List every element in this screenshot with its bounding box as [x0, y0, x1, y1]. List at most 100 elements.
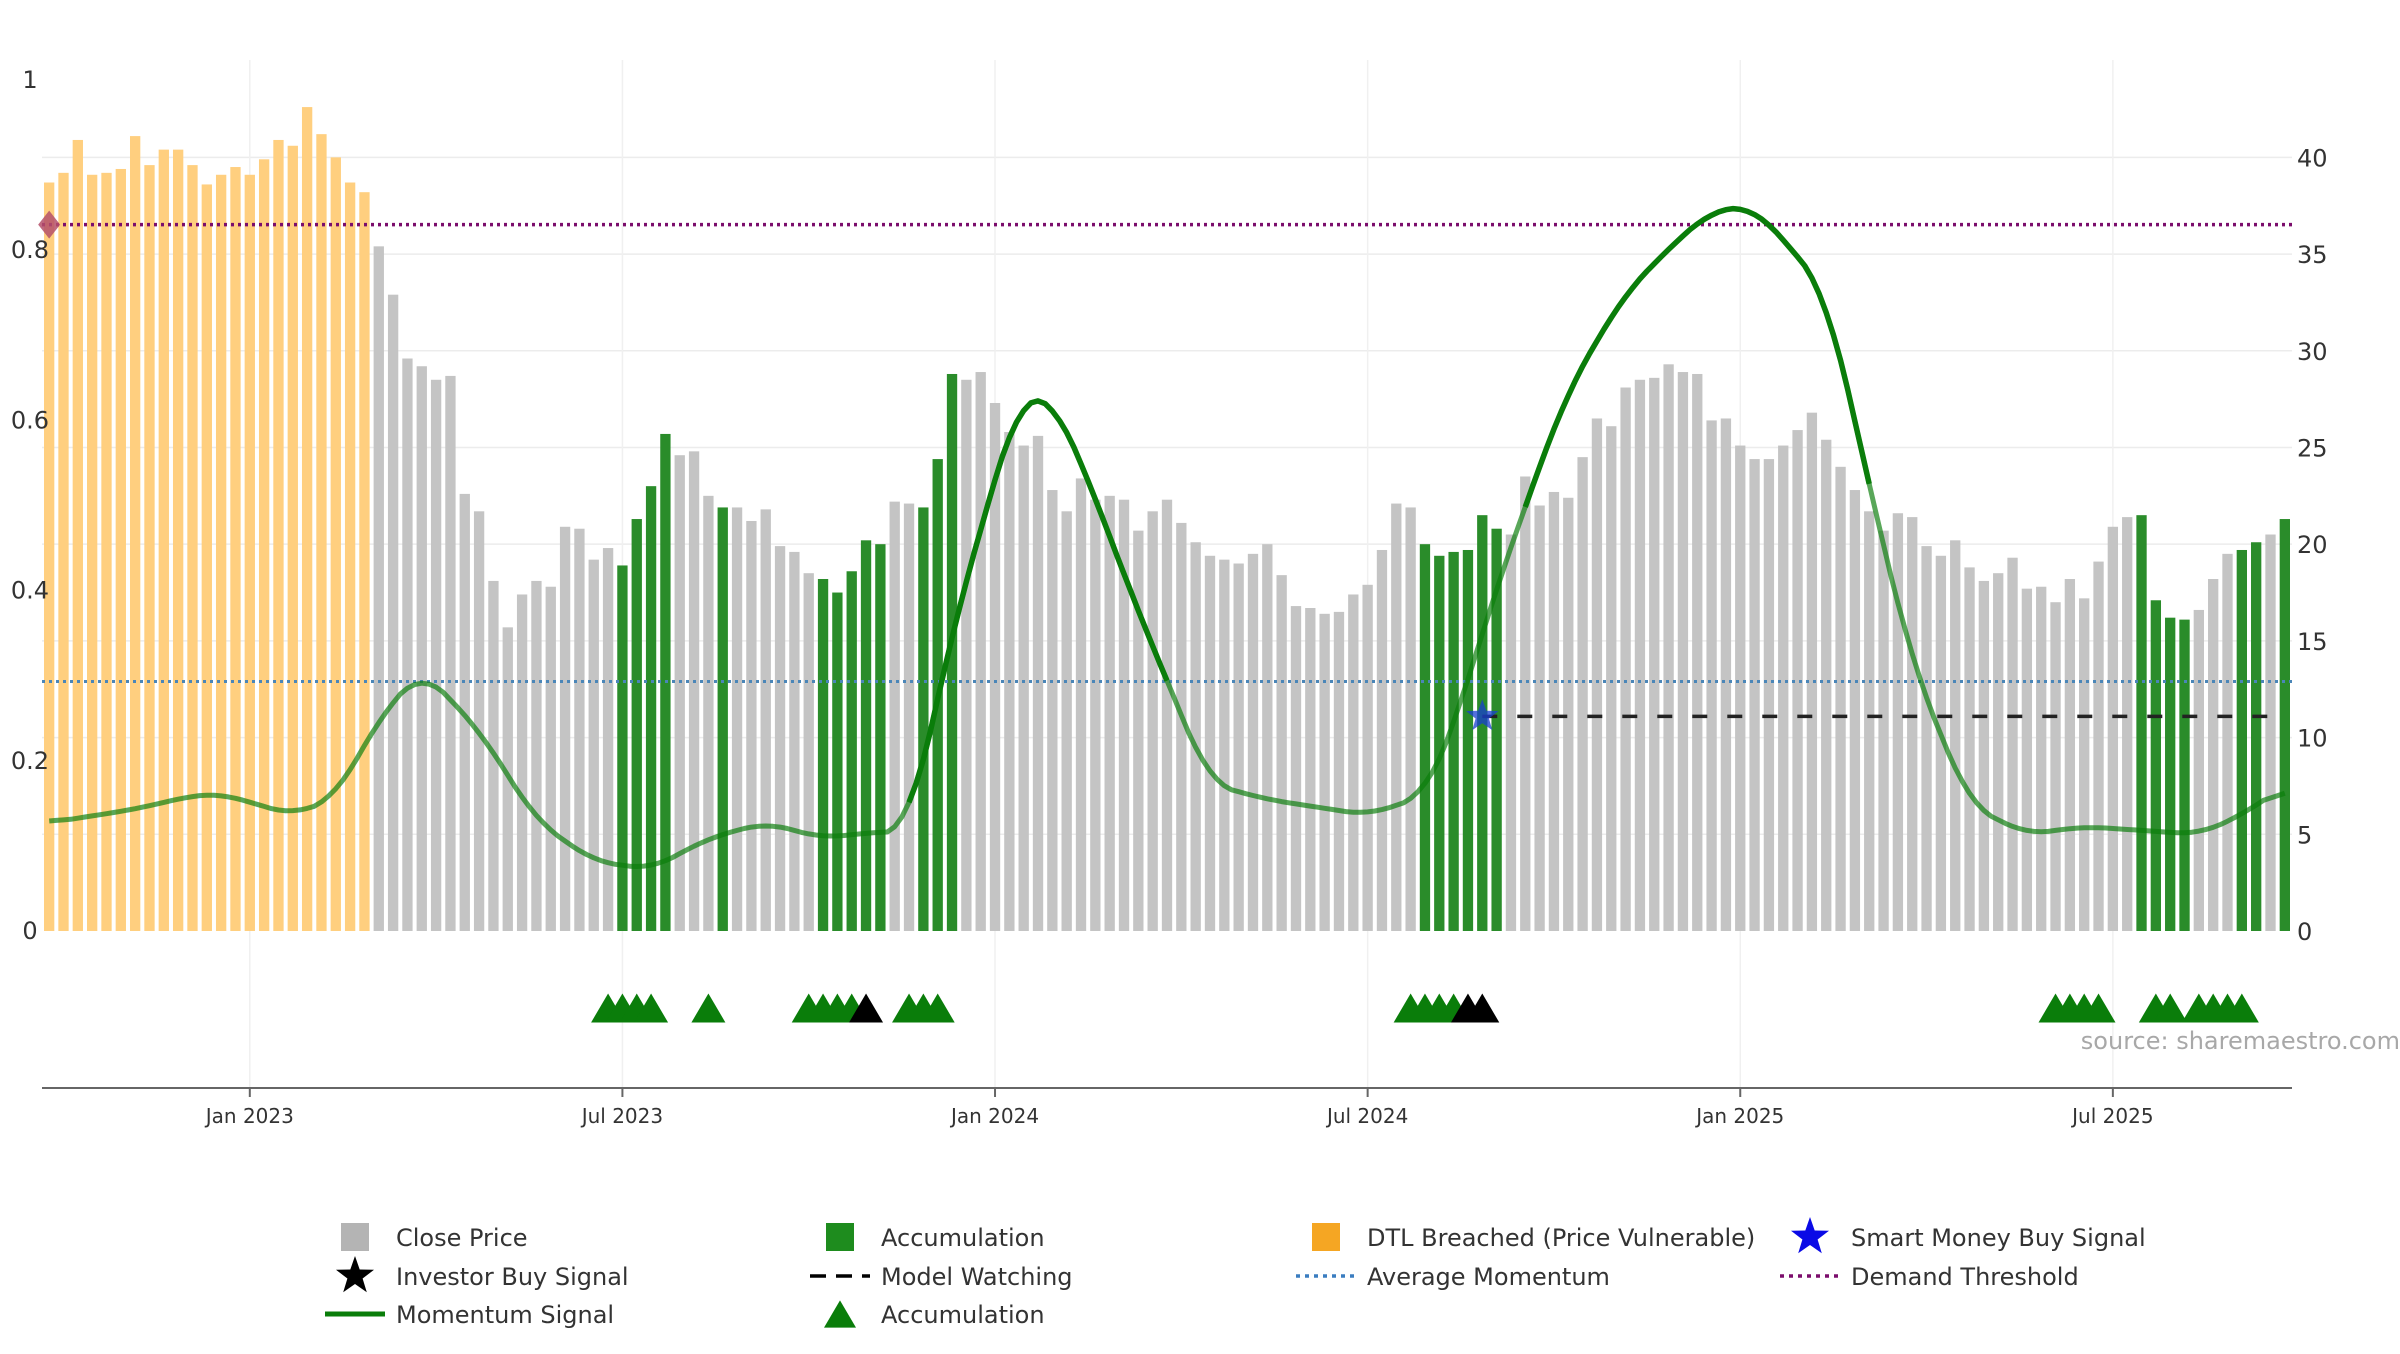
- bar-close-70: [1047, 490, 1058, 931]
- x-tick-label-3: Jul 2024: [1325, 1104, 1408, 1128]
- x-tick-label-0: Jan 2023: [204, 1104, 294, 1128]
- bar-close-131: [1921, 546, 1932, 931]
- bar-close-25: [402, 358, 413, 931]
- bar-close-123: [1806, 412, 1818, 931]
- legend-label-3: Smart Money Buy Signal: [1851, 1224, 2146, 1252]
- bar-close-105: [1548, 491, 1560, 931]
- bar-dtl-6: [129, 136, 141, 932]
- legend-triangle-9: [824, 1300, 856, 1328]
- bar-acc-57: [860, 540, 872, 931]
- bar-close-92: [1362, 584, 1373, 931]
- legend-swatch-2: [1312, 1223, 1340, 1251]
- bar-close-27: [430, 379, 442, 932]
- bar-close-24: [387, 294, 399, 931]
- legend-swatch-1: [826, 1223, 854, 1251]
- legend-label-6: Average Momentum: [1367, 1263, 1610, 1291]
- bar-dtl-18: [301, 107, 313, 931]
- legend-item-1: Accumulation: [826, 1223, 1045, 1252]
- right-tick-label-2: 10: [2297, 725, 2328, 753]
- bar-close-36: [559, 526, 571, 931]
- bar-close-120: [1763, 459, 1775, 931]
- bar-dtl-1: [58, 172, 69, 931]
- legend-item-7: Demand Threshold: [1780, 1263, 2079, 1291]
- bar-acc-149: [2179, 619, 2190, 931]
- accumulation-triangle-4: [691, 993, 726, 1023]
- bar-close-72: [1075, 478, 1087, 931]
- bar-close-139: [2036, 586, 2047, 931]
- bar-close-102: [1505, 534, 1517, 931]
- bar-close-108: [1591, 418, 1603, 931]
- bar-close-26: [416, 366, 427, 931]
- bar-close-85: [1262, 544, 1273, 931]
- bar-dtl-9: [172, 149, 184, 932]
- bar-close-141: [2064, 578, 2076, 931]
- price-bars: [44, 107, 2290, 932]
- bar-acc-147: [2150, 600, 2162, 931]
- bar-acc-54: [817, 578, 829, 931]
- bar-dtl-12: [215, 174, 227, 932]
- right-tick-label-3: 15: [2297, 628, 2328, 656]
- left-tick-label-4: 0.8: [11, 236, 49, 264]
- bar-close-84: [1247, 553, 1259, 931]
- legend-item-9: Accumulation: [824, 1300, 1045, 1329]
- bar-close-82: [1219, 559, 1230, 931]
- x-tick-label-2: Jan 2024: [949, 1104, 1039, 1128]
- bar-close-121: [1778, 445, 1789, 931]
- legend-swatch-0: [341, 1223, 369, 1251]
- bar-dtl-13: [230, 167, 241, 932]
- bar-acc-42: [645, 486, 657, 931]
- investor-buy-marker-2: [1465, 993, 1500, 1023]
- bar-acc-96: [1419, 544, 1431, 931]
- bar-acc-58: [875, 544, 886, 931]
- right-tick-label-4: 20: [2297, 531, 2328, 559]
- bar-close-114: [1677, 372, 1689, 931]
- bar-close-50: [760, 509, 771, 931]
- bar-acc-99: [1462, 549, 1474, 931]
- bar-close-69: [1032, 435, 1044, 931]
- bar-close-78: [1161, 499, 1173, 931]
- smart-money-buy-star-0: [1466, 699, 1499, 731]
- x-tick-label-4: Jan 2025: [1694, 1104, 1784, 1128]
- legend-item-8: Momentum Signal: [325, 1301, 614, 1329]
- bar-close-38: [588, 559, 599, 931]
- source-note: source: sharemaestro.com: [2081, 1027, 2400, 1055]
- bar-close-134: [1964, 567, 1975, 931]
- x-tick-label-1: Jul 2023: [580, 1104, 663, 1128]
- bar-close-138: [2021, 588, 2033, 931]
- bar-close-90: [1333, 611, 1345, 931]
- bar-acc-55: [832, 592, 843, 931]
- legend-item-0: Close Price: [341, 1223, 528, 1252]
- momentum-signal-emphasis-0: [906, 398, 1170, 804]
- bar-dtl-10: [187, 165, 198, 932]
- bar-close-115: [1692, 373, 1703, 931]
- bar-dtl-2: [72, 139, 83, 932]
- bar-acc-63: [946, 373, 958, 931]
- left-tick-label-3: 0.6: [11, 406, 49, 434]
- bar-close-77: [1147, 511, 1158, 931]
- legend-item-3: Smart Money Buy Signal: [1791, 1217, 2146, 1254]
- bar-close-30: [473, 511, 485, 931]
- bar-close-68: [1018, 445, 1029, 931]
- bar-close-48: [731, 507, 743, 931]
- legend-star-4: [336, 1256, 374, 1293]
- bar-close-74: [1104, 495, 1115, 931]
- bar-close-91: [1348, 594, 1359, 931]
- bar-close-88: [1305, 608, 1316, 931]
- bar-close-132: [1935, 555, 1947, 931]
- bar-close-37: [574, 528, 585, 931]
- bar-close-122: [1792, 430, 1803, 931]
- bar-close-142: [2079, 598, 2090, 931]
- bar-close-53: [803, 573, 814, 931]
- bar-close-52: [789, 551, 800, 931]
- bar-acc-153: [2236, 549, 2247, 931]
- bar-close-133: [1950, 540, 1961, 931]
- legend-label-7: Demand Threshold: [1851, 1263, 2079, 1291]
- bar-close-28: [445, 375, 456, 932]
- bar-acc-148: [2165, 617, 2176, 931]
- bar-acc-47: [717, 507, 728, 931]
- bar-close-117: [1720, 418, 1732, 931]
- bar-close-39: [602, 548, 614, 931]
- legend: Close Price Accumulation DTL Breached (Pri…: [325, 1217, 2146, 1329]
- bar-close-127: [1864, 511, 1875, 931]
